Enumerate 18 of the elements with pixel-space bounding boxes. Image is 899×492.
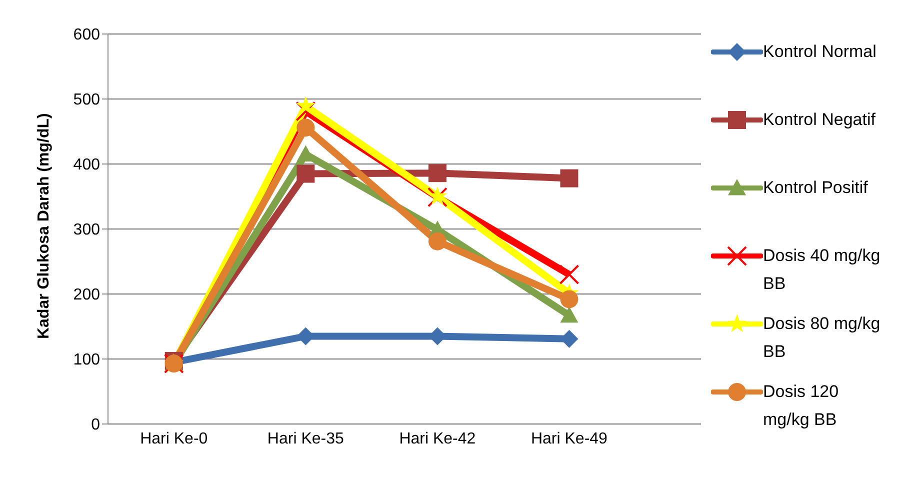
y-tick-label: 200 — [73, 286, 100, 304]
y-tick-label: 100 — [73, 352, 100, 369]
x-tick-label: Hari Ke-0 — [140, 430, 208, 448]
x-tick-label: Hari Ke-49 — [530, 430, 608, 448]
legend-label: Dosis 120 mg/kg BB — [763, 381, 840, 431]
y-tick-label: 400 — [73, 156, 100, 174]
legend-label: Kontrol Negatif — [763, 109, 876, 131]
legend-label: Dosis 80 mg/kg BB — [763, 313, 881, 363]
y-tick-label: 300 — [73, 222, 100, 239]
x-tick-label: Hari Ke-42 — [399, 430, 476, 448]
y-axis-title: Kadar Glukosa Darah (mg/dL) — [36, 113, 53, 339]
legend-label: Dosis 40 mg/kg BB — [763, 245, 881, 295]
legend-label: Kontrol Normal — [763, 41, 876, 63]
x-tick-label: Hari Ke-35 — [267, 430, 344, 448]
legend-label: Kontrol Positif — [763, 177, 868, 199]
y-tick-label: 600 — [73, 26, 100, 44]
y-tick-label: 0 — [91, 416, 100, 434]
y-tick-label: 500 — [73, 92, 100, 109]
